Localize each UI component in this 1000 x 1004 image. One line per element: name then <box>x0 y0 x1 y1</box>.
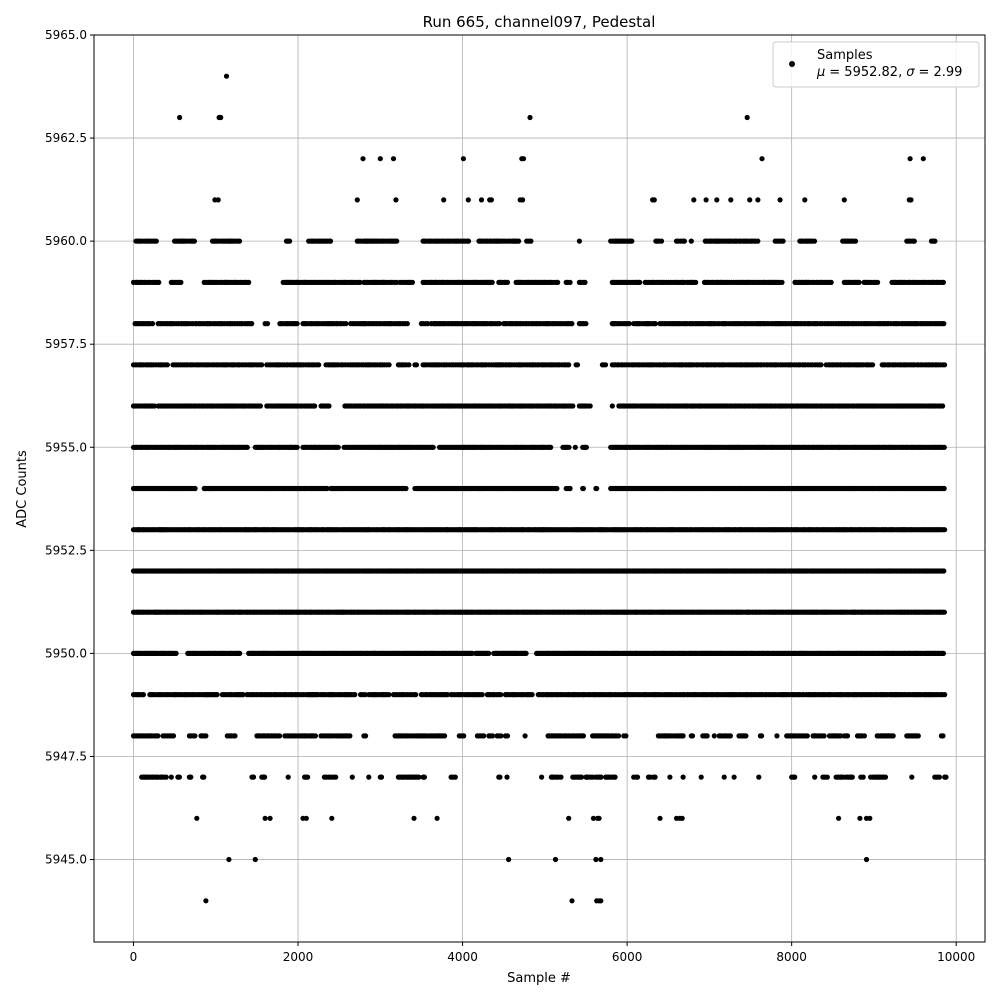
data-point <box>582 280 587 285</box>
data-point <box>405 321 410 326</box>
data-point <box>249 321 254 326</box>
data-point <box>326 403 331 408</box>
data-point <box>941 568 946 573</box>
data-point <box>336 445 341 450</box>
data-point <box>870 362 875 367</box>
data-point <box>150 321 155 326</box>
data-point <box>689 239 694 244</box>
data-point <box>156 280 161 285</box>
data-point <box>466 239 471 244</box>
data-point <box>258 403 263 408</box>
data-point <box>629 239 634 244</box>
data-point <box>568 280 573 285</box>
data-point <box>312 403 317 408</box>
data-point <box>912 239 917 244</box>
data-point <box>942 486 947 491</box>
data-point <box>829 280 834 285</box>
data-point <box>779 280 784 285</box>
data-point <box>490 280 495 285</box>
data-point <box>394 239 399 244</box>
data-point <box>583 321 588 326</box>
data-point <box>528 239 533 244</box>
data-point <box>295 445 300 450</box>
data-point <box>575 362 580 367</box>
data-point <box>403 486 408 491</box>
data-point <box>414 362 419 367</box>
data-point <box>516 239 521 244</box>
data-point <box>178 280 183 285</box>
data-point <box>627 321 632 326</box>
data-point <box>570 403 575 408</box>
data-point <box>594 486 599 491</box>
data-point <box>193 486 198 491</box>
data-point <box>295 321 300 326</box>
data-point <box>406 362 411 367</box>
data-point <box>431 445 436 450</box>
data-point <box>603 362 608 367</box>
data-point <box>818 362 823 367</box>
data-point <box>755 239 760 244</box>
data-point <box>581 486 586 491</box>
data-point <box>637 280 642 285</box>
data-point <box>942 445 947 450</box>
data-point <box>548 445 553 450</box>
data-point <box>812 239 817 244</box>
data-point <box>682 239 687 244</box>
data-point <box>237 239 242 244</box>
data-point <box>941 321 946 326</box>
data-point <box>387 362 392 367</box>
data-point <box>942 362 947 367</box>
data-point <box>568 486 573 491</box>
data-point <box>610 403 615 408</box>
data-point <box>573 445 578 450</box>
data-point <box>857 280 862 285</box>
data-point <box>781 239 786 244</box>
data-point <box>328 239 333 244</box>
data-point <box>577 239 582 244</box>
data-point <box>245 445 250 450</box>
data-point <box>505 280 510 285</box>
data-point <box>246 280 251 285</box>
data-point <box>259 362 264 367</box>
data-point <box>584 445 589 450</box>
data-point <box>566 362 571 367</box>
data-point <box>265 321 270 326</box>
data-point <box>554 486 559 491</box>
data-point <box>653 321 658 326</box>
data-point <box>410 280 415 285</box>
data-point <box>942 527 947 532</box>
data-point <box>588 403 593 408</box>
data-point <box>940 403 945 408</box>
data-point <box>941 280 946 285</box>
data-point <box>693 280 698 285</box>
data-point <box>659 239 664 244</box>
data-point <box>875 280 880 285</box>
data-point <box>192 239 197 244</box>
data-point <box>316 362 321 367</box>
data-point <box>555 280 560 285</box>
data-point <box>566 445 571 450</box>
data-point <box>569 321 574 326</box>
data-point <box>165 362 170 367</box>
data-point <box>154 239 159 244</box>
data-point <box>287 239 292 244</box>
data-point <box>932 239 937 244</box>
data-point <box>853 239 858 244</box>
data-point <box>343 321 348 326</box>
